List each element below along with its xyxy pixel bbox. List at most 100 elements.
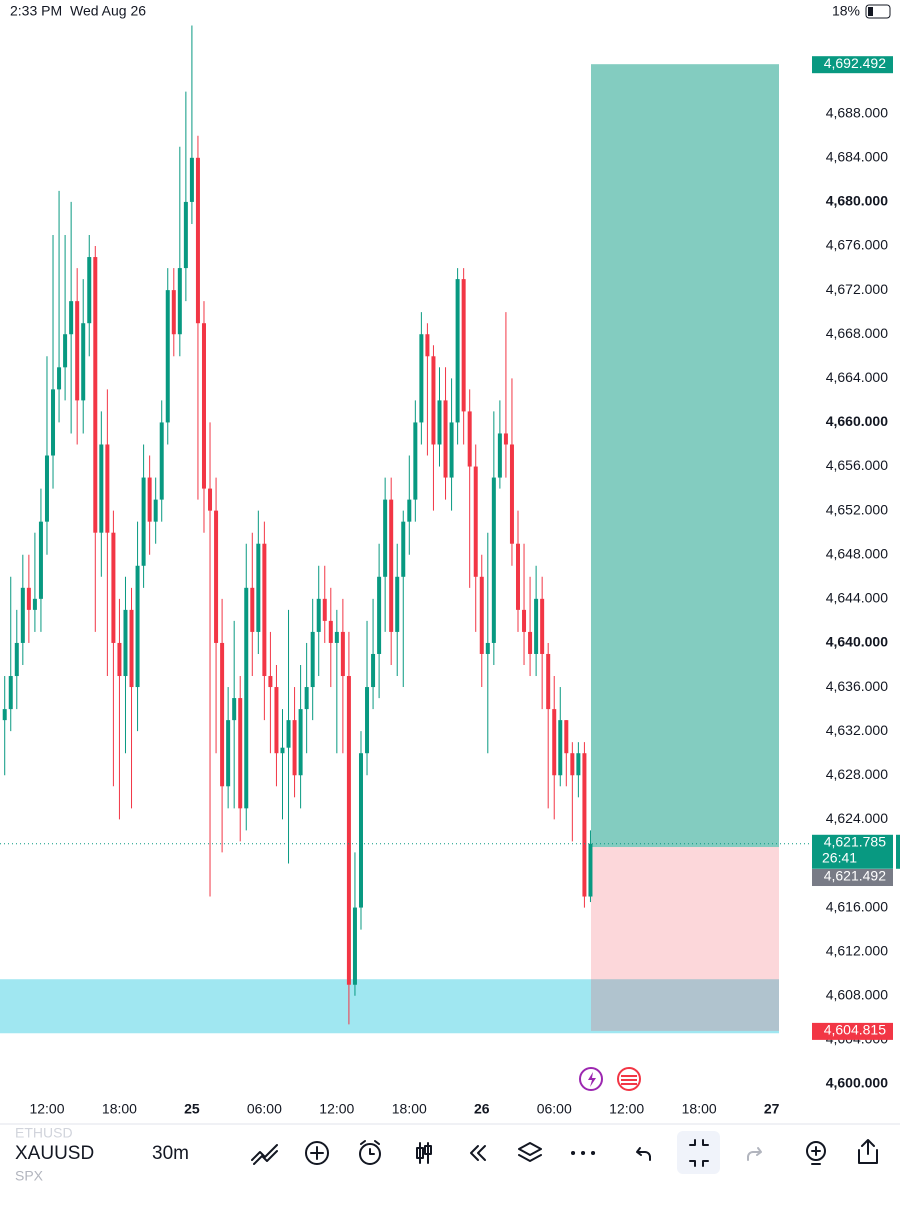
y-tick-label: 4,684.000 (826, 149, 888, 165)
candle-body (99, 444, 104, 533)
x-tick-label: 18:00 (392, 1101, 427, 1117)
layers-button[interactable] (518, 1142, 542, 1162)
candle-body (389, 499, 394, 632)
indicators-button[interactable] (251, 1144, 278, 1165)
status-time: 2:33 PM (10, 3, 62, 19)
add-button[interactable] (305, 1141, 329, 1165)
candle-body (443, 400, 448, 478)
candle-body (75, 301, 80, 401)
y-tick-label: 4,636.000 (826, 678, 888, 694)
entry-label: 4,621.492 (824, 868, 886, 884)
interval[interactable]: 30m (152, 1143, 189, 1164)
candle-body (570, 753, 575, 776)
candle-body (44, 455, 49, 522)
y-tick-label: 4,676.000 (826, 237, 888, 253)
add-plus (310, 1146, 324, 1160)
candle-body (8, 676, 13, 710)
x-tick-label: 27 (764, 1101, 780, 1117)
candle-body (485, 642, 490, 654)
loss-zone (591, 847, 779, 1031)
battery-icon (865, 4, 891, 19)
candle-body (201, 323, 206, 489)
candle-body (20, 587, 25, 643)
y-tick-label: 4,640.000 (826, 634, 888, 650)
candle-body (135, 565, 140, 688)
candle-body (280, 747, 285, 754)
candle-body (413, 422, 418, 500)
symbol[interactable]: XAUUSD (15, 1143, 94, 1164)
candle-body (473, 466, 478, 577)
candle-body (522, 609, 527, 632)
candle-body (14, 642, 19, 677)
candle-body (220, 642, 225, 787)
candle-body (57, 367, 62, 390)
candle-body (141, 477, 146, 566)
candle-body (111, 532, 116, 643)
candle-body (286, 720, 291, 748)
candle-body (377, 576, 382, 654)
y-tick-label: 4,632.000 (826, 722, 888, 738)
y-tick-label: 4,668.000 (826, 325, 888, 341)
plot-area: 4,600.0004,604.0004,608.0004,612.0004,61… (0, 25, 900, 1117)
y-tick-label: 4,648.000 (826, 545, 888, 561)
candle-body (509, 444, 514, 544)
candle-body (226, 720, 231, 787)
candle-body (81, 323, 86, 401)
candle-body (292, 720, 297, 776)
candle-body (298, 709, 303, 776)
candle-body (274, 687, 279, 754)
y-tick-label: 4,652.000 (826, 501, 888, 517)
y-tick-label: 4,644.000 (826, 590, 888, 606)
target-label-bg (812, 56, 893, 74)
highlight-zone (0, 979, 779, 1034)
candle-body (87, 257, 92, 324)
candle-body (310, 631, 315, 688)
candle-body (358, 753, 363, 908)
candle-body (552, 709, 557, 776)
status-date: Wed Aug 26 (70, 3, 146, 19)
x-tick-label: 18:00 (102, 1101, 137, 1117)
candle-body (171, 290, 176, 335)
share-button[interactable] (858, 1139, 878, 1164)
candle-body (189, 157, 194, 202)
price-edge (896, 834, 900, 869)
chart-type-button[interactable] (416, 1142, 432, 1164)
ideas-button[interactable] (806, 1141, 826, 1161)
candle-body (165, 290, 170, 423)
undo-button[interactable] (636, 1147, 651, 1161)
exit-fullscreen-button[interactable] (689, 1139, 709, 1167)
countdown: 26:41 (822, 849, 857, 865)
fullscreen-bg (677, 1131, 720, 1174)
x-tick-label: 12:00 (319, 1101, 354, 1117)
candle-body (159, 422, 164, 500)
candle-body (449, 422, 454, 478)
candle-body (268, 676, 273, 688)
candle-body (479, 576, 484, 654)
candle-body (371, 653, 376, 688)
candle-body (117, 642, 122, 677)
y-tick-label: 4,664.000 (826, 369, 888, 385)
event-bolt (588, 1072, 596, 1087)
entry-label-bg (812, 869, 893, 887)
ideas-detail (811, 1146, 821, 1165)
candle-body (383, 499, 388, 577)
candle-body (38, 521, 43, 599)
x-tick-label: 06:00 (537, 1101, 572, 1117)
y-tick-label: 4,612.000 (826, 942, 888, 958)
event-icon[interactable] (579, 1067, 603, 1091)
alert-button[interactable] (359, 1143, 381, 1165)
y-tick-label: 4,616.000 (826, 898, 888, 914)
candle-body (497, 433, 502, 478)
candle-body (467, 411, 472, 467)
redo-button[interactable] (747, 1147, 762, 1161)
alert-hands (360, 1140, 380, 1155)
watchlist-next: SPX (15, 1168, 44, 1184)
battery-level: 18% (832, 3, 860, 19)
candle-body (195, 157, 200, 324)
event-flag (621, 1075, 637, 1085)
candle-body (93, 257, 98, 533)
replay-button[interactable] (470, 1145, 486, 1161)
candle-body (328, 620, 333, 643)
stop-label: 4,604.815 (824, 1022, 886, 1038)
